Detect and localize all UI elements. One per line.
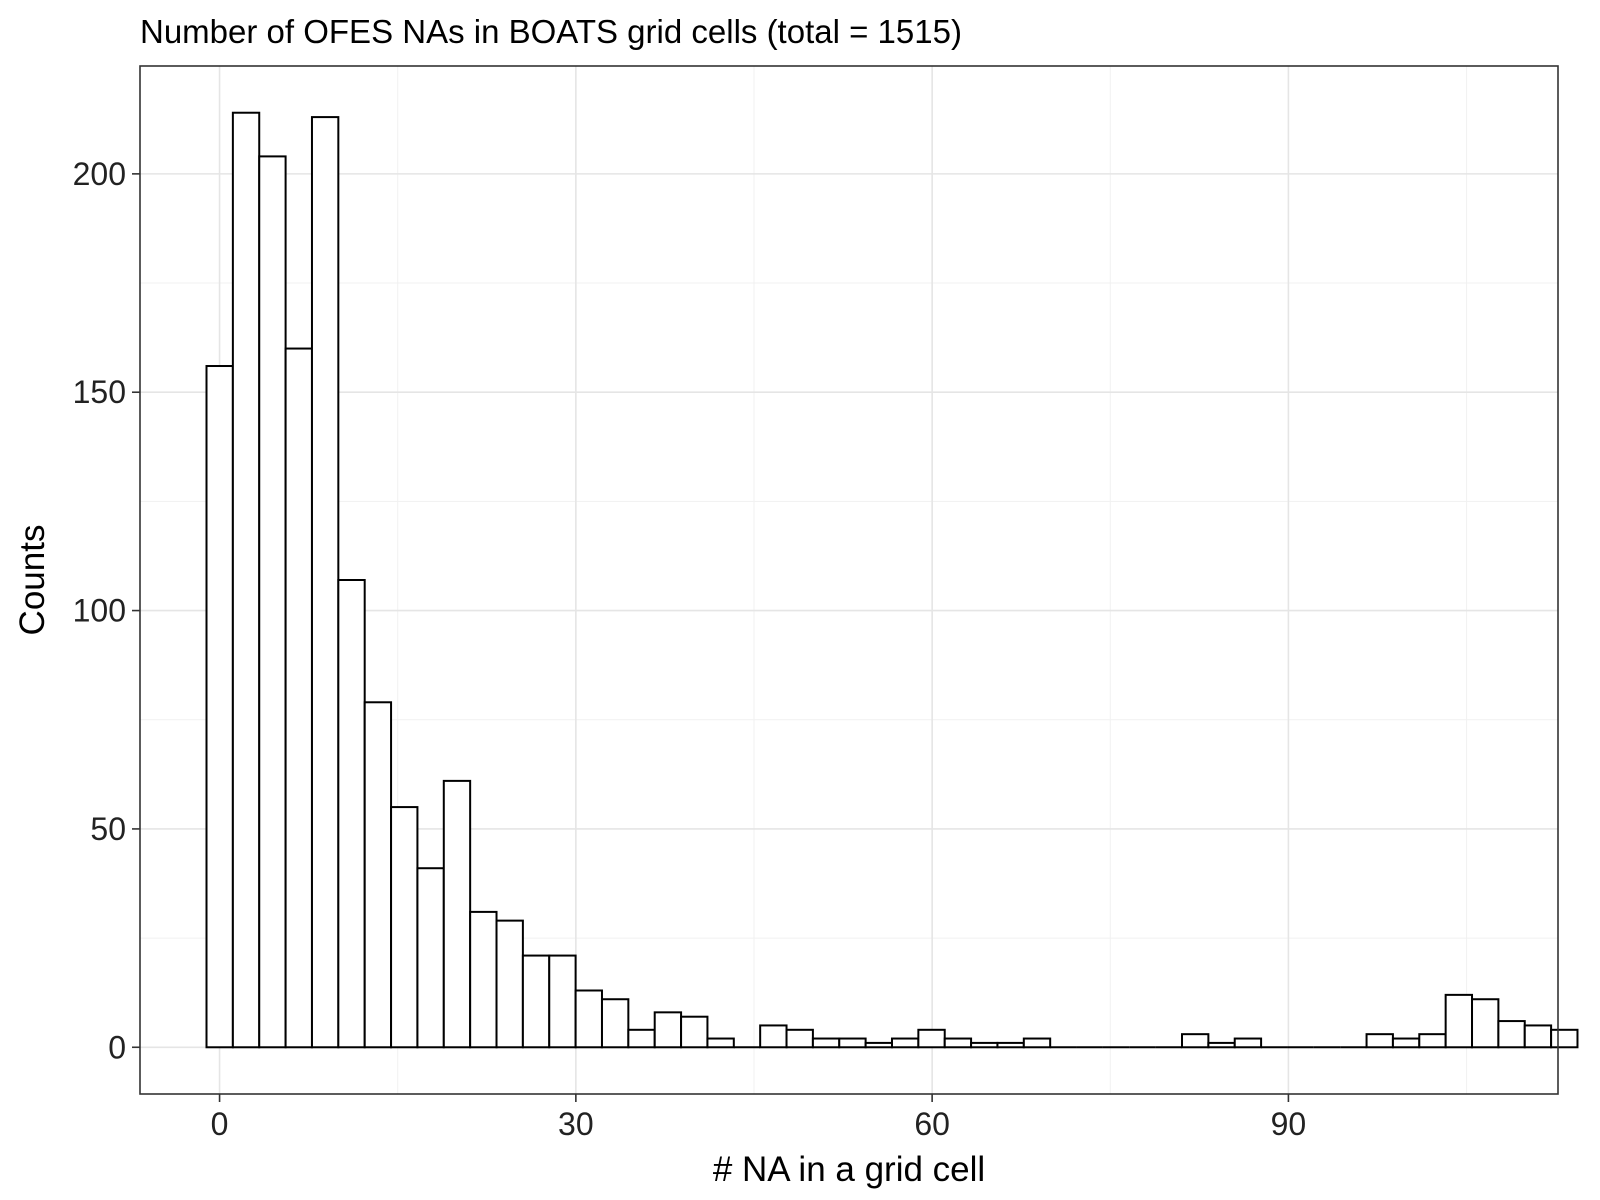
histogram-bar bbox=[548, 954, 577, 1049]
histogram-bar bbox=[363, 701, 393, 1049]
y-tick-label: 50 bbox=[90, 811, 126, 847]
histogram-bar bbox=[838, 1037, 867, 1049]
histogram-bar bbox=[1444, 993, 1474, 1049]
histogram-bar bbox=[706, 1037, 735, 1049]
plot-panel bbox=[139, 65, 1579, 1095]
histogram-bar bbox=[943, 1037, 973, 1049]
histogram-bar bbox=[1550, 1028, 1579, 1049]
histogram-bar bbox=[416, 867, 445, 1049]
histogram-bar bbox=[469, 910, 498, 1049]
histogram-bar bbox=[811, 1037, 841, 1049]
histogram-bar bbox=[1418, 1033, 1447, 1049]
histogram-bar bbox=[759, 1024, 788, 1049]
x-tick-label: 60 bbox=[914, 1106, 950, 1142]
histogram-bar bbox=[1497, 1020, 1526, 1049]
histogram-bar bbox=[653, 1011, 683, 1049]
histogram-bar bbox=[1471, 998, 1500, 1049]
histogram-bar bbox=[917, 1028, 946, 1049]
y-tick-label: 0 bbox=[108, 1029, 126, 1065]
x-tick-label: 0 bbox=[211, 1106, 229, 1142]
histogram-bar bbox=[442, 779, 472, 1049]
histogram-bar bbox=[996, 1041, 1025, 1049]
x-tick-label: 90 bbox=[1271, 1106, 1307, 1142]
histogram-bar bbox=[310, 116, 340, 1049]
histogram-bar bbox=[495, 919, 524, 1049]
y-tick-label: 150 bbox=[73, 374, 126, 410]
histogram-bar bbox=[890, 1037, 920, 1049]
histogram-bar bbox=[680, 1015, 709, 1049]
y-axis-title: Counts bbox=[13, 525, 52, 636]
histogram-bar bbox=[600, 998, 630, 1049]
histogram-bars bbox=[205, 111, 1579, 1049]
histogram-bar bbox=[258, 155, 287, 1049]
histogram-bar bbox=[1207, 1041, 1236, 1049]
histogram-bar bbox=[337, 579, 366, 1049]
histogram-bar bbox=[284, 347, 313, 1049]
chart-title: Number of OFES NAs in BOATS grid cells (… bbox=[140, 13, 962, 50]
histogram-bar bbox=[1365, 1033, 1394, 1049]
histogram-bar bbox=[574, 989, 603, 1049]
x-axis-title: # NA in a grid cell bbox=[713, 1150, 985, 1189]
x-axis: 0 30 60 90 bbox=[211, 1094, 1307, 1142]
histogram-bar bbox=[864, 1041, 893, 1049]
histogram-bar bbox=[627, 1028, 656, 1049]
y-tick-label: 100 bbox=[73, 593, 126, 629]
y-axis: 0 50 100 150 200 bbox=[73, 156, 140, 1065]
histogram-bar bbox=[1022, 1037, 1052, 1049]
histogram-bar bbox=[390, 806, 419, 1049]
histogram-bar bbox=[970, 1041, 999, 1049]
histogram-bar bbox=[785, 1028, 814, 1049]
histogram-bar bbox=[1233, 1037, 1263, 1049]
panel-border bbox=[139, 65, 1559, 1095]
histogram-bar bbox=[1523, 1024, 1553, 1049]
y-tick-label: 200 bbox=[73, 156, 126, 192]
histogram-bar bbox=[1181, 1033, 1210, 1049]
histogram-bar bbox=[205, 365, 234, 1049]
histogram-bar bbox=[231, 111, 261, 1049]
histogram-bar bbox=[521, 954, 551, 1049]
x-tick-label: 30 bbox=[558, 1106, 594, 1142]
histogram-bar bbox=[1391, 1037, 1421, 1049]
